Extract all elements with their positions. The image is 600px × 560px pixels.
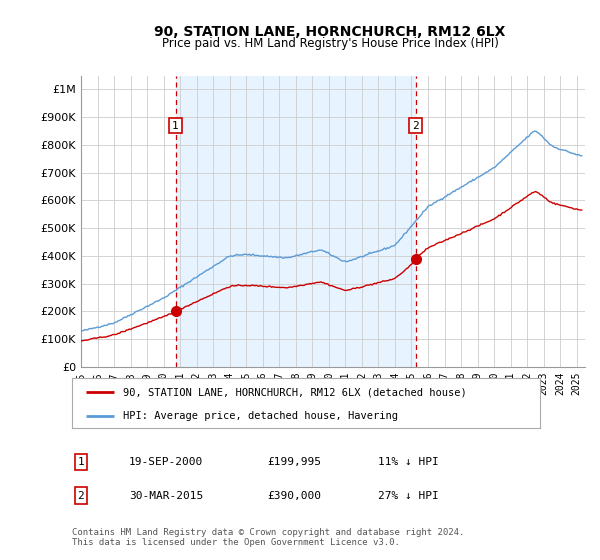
- Text: 2: 2: [77, 491, 85, 501]
- Text: HPI: Average price, detached house, Havering: HPI: Average price, detached house, Have…: [124, 411, 398, 421]
- Text: Price paid vs. HM Land Registry's House Price Index (HPI): Price paid vs. HM Land Registry's House …: [161, 37, 499, 50]
- Text: 30-MAR-2015: 30-MAR-2015: [129, 491, 203, 501]
- Bar: [176, 76, 416, 367]
- Text: 90, STATION LANE, HORNCHURCH, RM12 6LX: 90, STATION LANE, HORNCHURCH, RM12 6LX: [154, 25, 506, 39]
- Text: 19-SEP-2000: 19-SEP-2000: [129, 457, 203, 467]
- Text: Contains HM Land Registry data © Crown copyright and database right 2024.
This d: Contains HM Land Registry data © Crown c…: [72, 528, 464, 547]
- Text: 1: 1: [77, 457, 85, 467]
- Text: 11% ↓ HPI: 11% ↓ HPI: [378, 457, 439, 467]
- Text: £199,995: £199,995: [267, 457, 321, 467]
- Text: 2: 2: [412, 120, 419, 130]
- Text: £390,000: £390,000: [267, 491, 321, 501]
- Text: 27% ↓ HPI: 27% ↓ HPI: [378, 491, 439, 501]
- Text: 1: 1: [172, 120, 179, 130]
- Text: 90, STATION LANE, HORNCHURCH, RM12 6LX (detached house): 90, STATION LANE, HORNCHURCH, RM12 6LX (…: [124, 387, 467, 397]
